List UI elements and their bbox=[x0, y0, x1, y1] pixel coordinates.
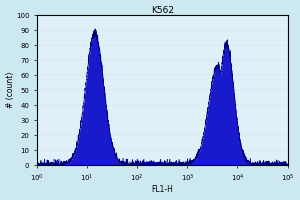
Title: K562: K562 bbox=[151, 6, 174, 15]
Y-axis label: # (count): # (count) bbox=[6, 72, 15, 108]
X-axis label: FL1-H: FL1-H bbox=[152, 185, 173, 194]
